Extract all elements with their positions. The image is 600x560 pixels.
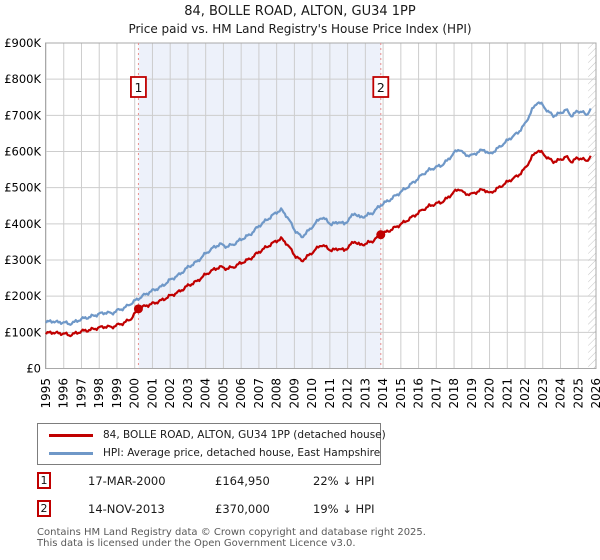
chart-legend: 84, BOLLE ROAD, ALTON, GU34 1PP (detache… [37,423,386,465]
x-tick-label: 2024 [554,378,568,409]
page-title: 84, BOLLE ROAD, ALTON, GU34 1PP [184,4,416,19]
plot-border [45,42,597,369]
sale-badge-label-2: 2 [377,80,385,95]
x-tick-label: 2023 [536,378,550,409]
y-tick-label: £400K [4,217,41,231]
transaction-1-vs-hpi: 22% ↓ HPI [313,474,375,488]
x-tick-label: 2006 [234,378,248,409]
x-tick-label: 2026 [589,378,600,409]
legend-label-property: 84, BOLLE ROAD, ALTON, GU34 1PP (detache… [103,429,386,441]
y-tick-label: £600K [4,145,41,159]
x-tick-label: 1997 [74,378,88,409]
x-tick-label: 2011 [323,378,337,409]
y-tick-label: £200K [4,289,41,303]
legend-label-hpi: HPI: Average price, detached house, East… [103,447,381,459]
property-line-swatch [49,433,93,437]
x-tick-label: 2025 [571,378,585,409]
x-tick-label: 2013 [358,378,372,409]
x-tick-label: 2008 [270,378,284,409]
transaction-row-2: 2 14-NOV-2013 £370,000 19% ↓ HPI [0,500,600,520]
footer-line-1: Contains HM Land Registry data © Crown c… [37,527,426,538]
transaction-2-date: 14-NOV-2013 [88,502,165,516]
x-tick-label: 2010 [305,378,319,409]
x-tick-label: 2004 [199,378,213,409]
sale-dot-2 [376,230,386,240]
transaction-2-price: £370,000 [215,502,270,516]
x-tick-label: 2001 [145,378,159,409]
sale-badge-box-1 [130,76,147,98]
y-tick-label: £100K [4,325,41,339]
x-tick-label: 2002 [163,378,177,409]
x-tick-label: 2005 [216,378,230,409]
x-tick-label: 2012 [341,378,355,409]
y-tick-label: £900K [4,36,41,50]
y-tick-label: £300K [4,253,41,267]
transaction-2-vs-hpi: 19% ↓ HPI [313,502,375,516]
copyright-footer: Contains HM Land Registry data © Crown c… [37,527,597,549]
future-hatch-region [588,43,596,369]
x-tick-label: 1995 [39,378,53,409]
sale-period-band [138,43,381,369]
x-tick-label: 2003 [181,378,195,409]
sale-badge-box-2 [372,76,390,98]
x-tick-label: 2018 [447,378,461,409]
x-tick-label: 1998 [92,378,106,409]
price-history-chart: 1 2 £0 £100K £200K £300K £400K £500K £600K £700K £… [4,36,600,409]
hpi-line-swatch [49,451,93,455]
x-tick-label: 2021 [500,378,514,409]
y-tick-label: £500K [4,181,41,195]
x-tick-label: 2017 [429,378,443,409]
x-tick-label: 1996 [57,378,71,409]
x-tick-label: 2009 [287,378,301,409]
sale-dot-1 [133,304,143,314]
footer-line-2: This data is licensed under the Open Gov… [37,537,356,549]
x-tick-label: 2014 [376,378,390,409]
x-tick-label: 2007 [252,378,266,409]
y-tick-label: £800K [4,72,41,86]
sale-badge-label-1: 1 [134,80,142,95]
transaction-1-price: £164,950 [215,474,270,488]
x-tick-label: 2000 [128,378,142,409]
hpi-line [45,101,592,326]
y-tick-label: £0 [26,362,41,376]
legend-item-hpi: HPI: Average price, detached house, East… [38,446,380,461]
transaction-row-1: 1 17-MAR-2000 £164,950 22% ↓ HPI [0,472,600,492]
y-tick-label: £700K [4,108,41,122]
x-tick-label: 2015 [394,378,408,409]
page-subtitle: Price paid vs. HM Land Registry's House … [128,22,472,36]
x-tick-label: 1999 [110,378,124,409]
x-tick-label: 2019 [465,378,479,409]
legend-item-property: 84, BOLLE ROAD, ALTON, GU34 1PP (detache… [38,428,386,443]
x-tick-label: 2022 [518,378,532,409]
transaction-1-badge: 1 [37,472,51,489]
x-tick-label: 2016 [412,378,426,409]
x-tick-label: 2020 [483,378,497,409]
transaction-2-badge: 2 [37,500,51,517]
transaction-1-date: 17-MAR-2000 [88,474,166,488]
